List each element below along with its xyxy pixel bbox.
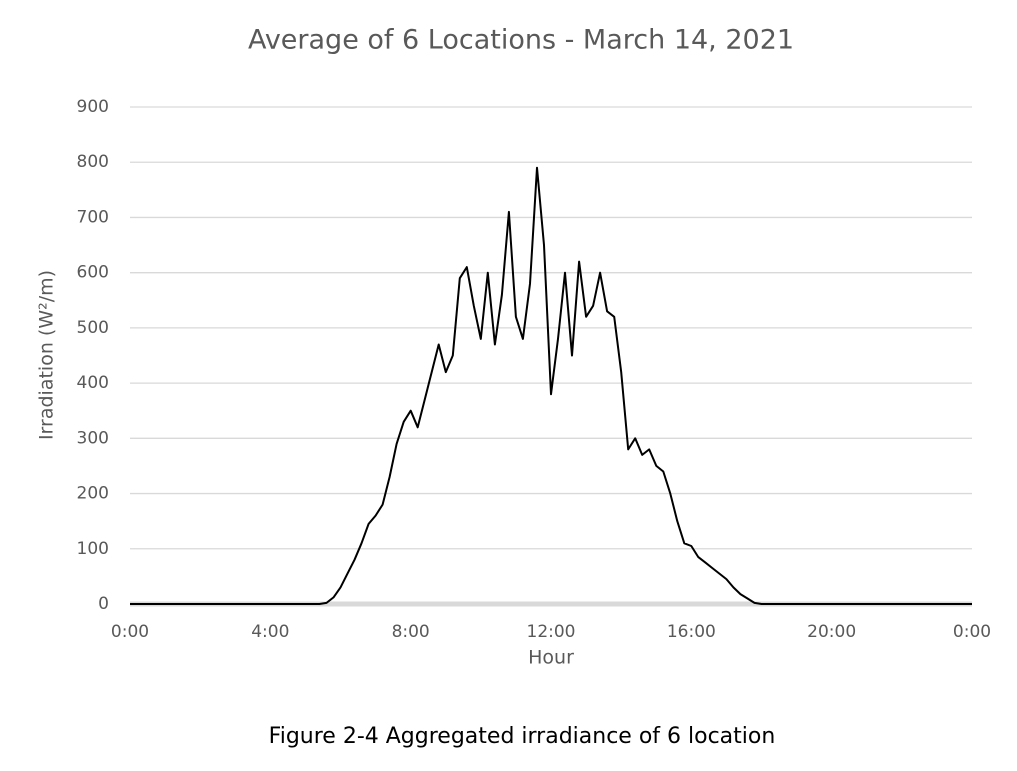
y-tick-label: 900 (77, 97, 109, 117)
x-tick-label: 4:00 (251, 622, 289, 642)
x-axis-label: Hour (528, 647, 574, 669)
y-tick-label: 800 (77, 152, 109, 172)
y-axis-label: Irradiation (W²/m) (36, 270, 58, 440)
y-tick-label: 200 (77, 484, 109, 504)
y-tick-label: 700 (77, 207, 109, 227)
x-tick-label: 8:00 (392, 622, 430, 642)
y-tick-label: 500 (77, 318, 109, 338)
y-tick-label: 600 (77, 263, 109, 283)
y-tick-label: 0 (98, 594, 109, 614)
x-tick-label: 12:00 (527, 622, 576, 642)
line (130, 166, 972, 605)
x-tick-label: 0:00 (953, 622, 991, 642)
x-tick-label: 0:00 (111, 622, 149, 642)
chart-title: Average of 6 Locations - March 14, 2021 (248, 25, 794, 56)
caption: Figure 2-4 Aggregated irradiance of 6 lo… (269, 724, 776, 749)
y-tick-label: 100 (77, 539, 109, 559)
x-tick-label: 16:00 (667, 622, 716, 642)
y-tick-label: 300 (77, 428, 109, 448)
y-tick-label: 400 (77, 373, 109, 393)
x-tick-label: 20:00 (807, 622, 856, 642)
